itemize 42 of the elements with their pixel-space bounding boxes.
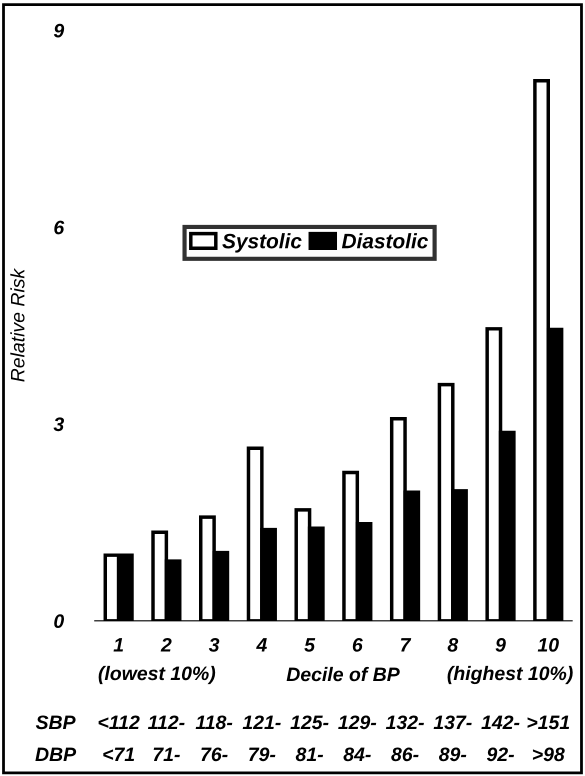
text: DBP xyxy=(35,748,76,762)
text: 132- xyxy=(386,715,424,730)
x-tick-label: 7 xyxy=(401,638,412,652)
text: 125- xyxy=(290,715,328,730)
text: 142- xyxy=(481,715,520,730)
legend-label: Diastolic xyxy=(342,233,428,248)
text: <71 xyxy=(103,748,134,762)
x-tick-label: 2 xyxy=(160,638,172,652)
text: 79- xyxy=(249,747,276,762)
x-axis-title: Decile of BP xyxy=(286,666,400,682)
legend-label: Systolic xyxy=(222,233,302,253)
text: 129- xyxy=(338,715,376,730)
x-tick-label: 9 xyxy=(496,638,506,652)
x-tick-label: 1 xyxy=(114,638,123,652)
y-tick-label: 0 xyxy=(54,614,64,628)
text: 137- xyxy=(434,715,472,730)
text: <112 xyxy=(98,715,140,730)
text: >98 xyxy=(532,747,565,762)
text: (highest 10%) xyxy=(448,666,573,684)
text: >151 xyxy=(528,716,570,730)
x-tick-label: 3 xyxy=(208,638,220,652)
text: 81- xyxy=(296,747,324,762)
x-tick-label: 10 xyxy=(538,638,559,652)
x-tick-label: 5 xyxy=(304,638,316,652)
x-tick-label: 8 xyxy=(448,638,458,652)
text: 92- xyxy=(486,747,514,762)
text: 84- xyxy=(344,747,371,762)
text: SBP xyxy=(36,715,76,730)
text: 121- xyxy=(242,715,281,730)
y-tick-label: 6 xyxy=(54,220,64,234)
text: (lowest 10%) xyxy=(98,666,216,684)
x-tick-label: 4 xyxy=(256,638,267,652)
text: 86- xyxy=(391,747,419,762)
text: 76- xyxy=(201,747,228,762)
x-tick-label: 6 xyxy=(352,638,363,652)
y-tick-label: 9 xyxy=(54,24,64,38)
text: 89- xyxy=(438,747,466,762)
text: 112- xyxy=(148,715,185,730)
text: 118- xyxy=(196,715,232,730)
y-axis-title: Relative Risk xyxy=(10,268,25,382)
text: 71- xyxy=(154,748,180,762)
y-tick-label: 3 xyxy=(54,417,64,432)
